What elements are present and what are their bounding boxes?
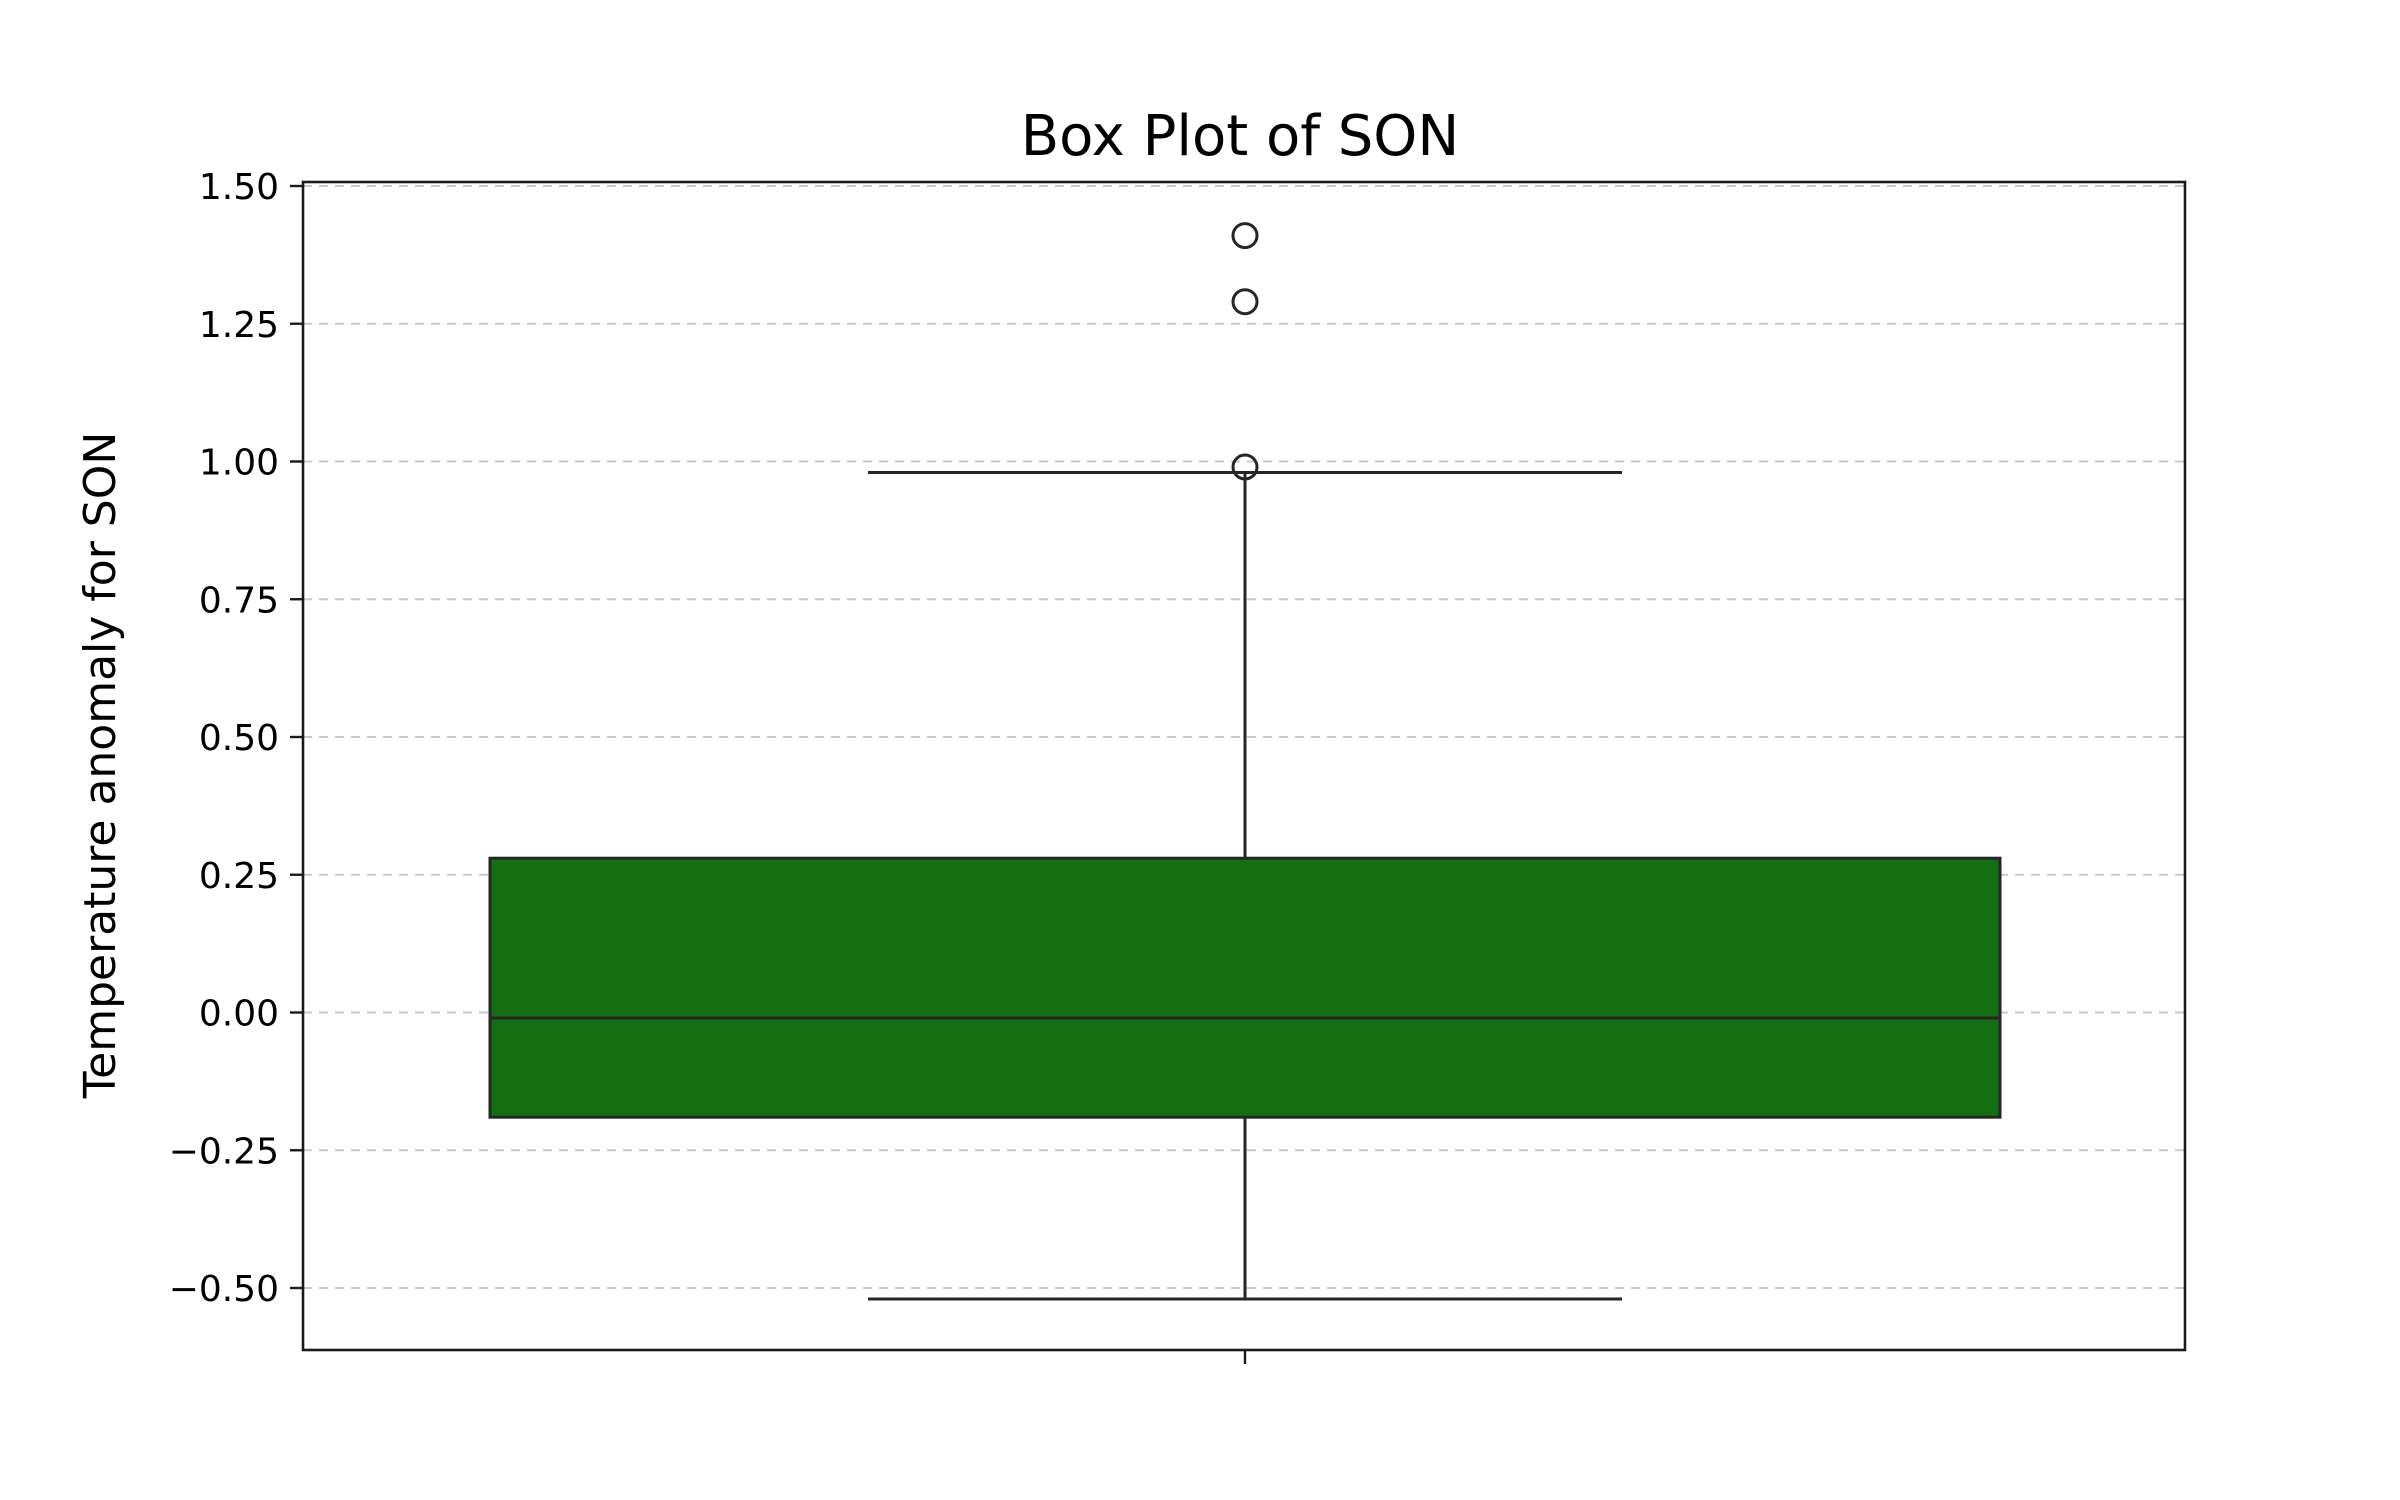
y-tick-label: 0.25 — [199, 856, 279, 897]
outlier-point — [1231, 288, 1259, 316]
outlier-point — [1231, 222, 1259, 250]
outlier-point — [1231, 453, 1259, 481]
box-group — [488, 222, 2002, 1301]
interquartile-box — [488, 856, 2002, 1119]
y-tick-label: 1.50 — [199, 167, 279, 208]
y-tick-label: −0.50 — [169, 1269, 279, 1310]
y-tick-label: 1.25 — [199, 305, 279, 346]
y-tick-label: 0.50 — [199, 718, 279, 759]
chart-title: Box Plot of SON — [1021, 104, 1460, 169]
y-axis-label: Temperature anomaly for SON — [75, 432, 126, 1100]
y-tick-label: −0.25 — [169, 1131, 279, 1172]
y-axis-ticks: −0.50 −0.25 0.00 0.25 0.50 0.75 1.00 1.25 1.50 — [169, 167, 303, 1310]
y-tick-label: 0.00 — [199, 994, 279, 1035]
y-tick-label: 0.75 — [199, 580, 279, 621]
y-tick-label: 1.00 — [199, 443, 279, 484]
